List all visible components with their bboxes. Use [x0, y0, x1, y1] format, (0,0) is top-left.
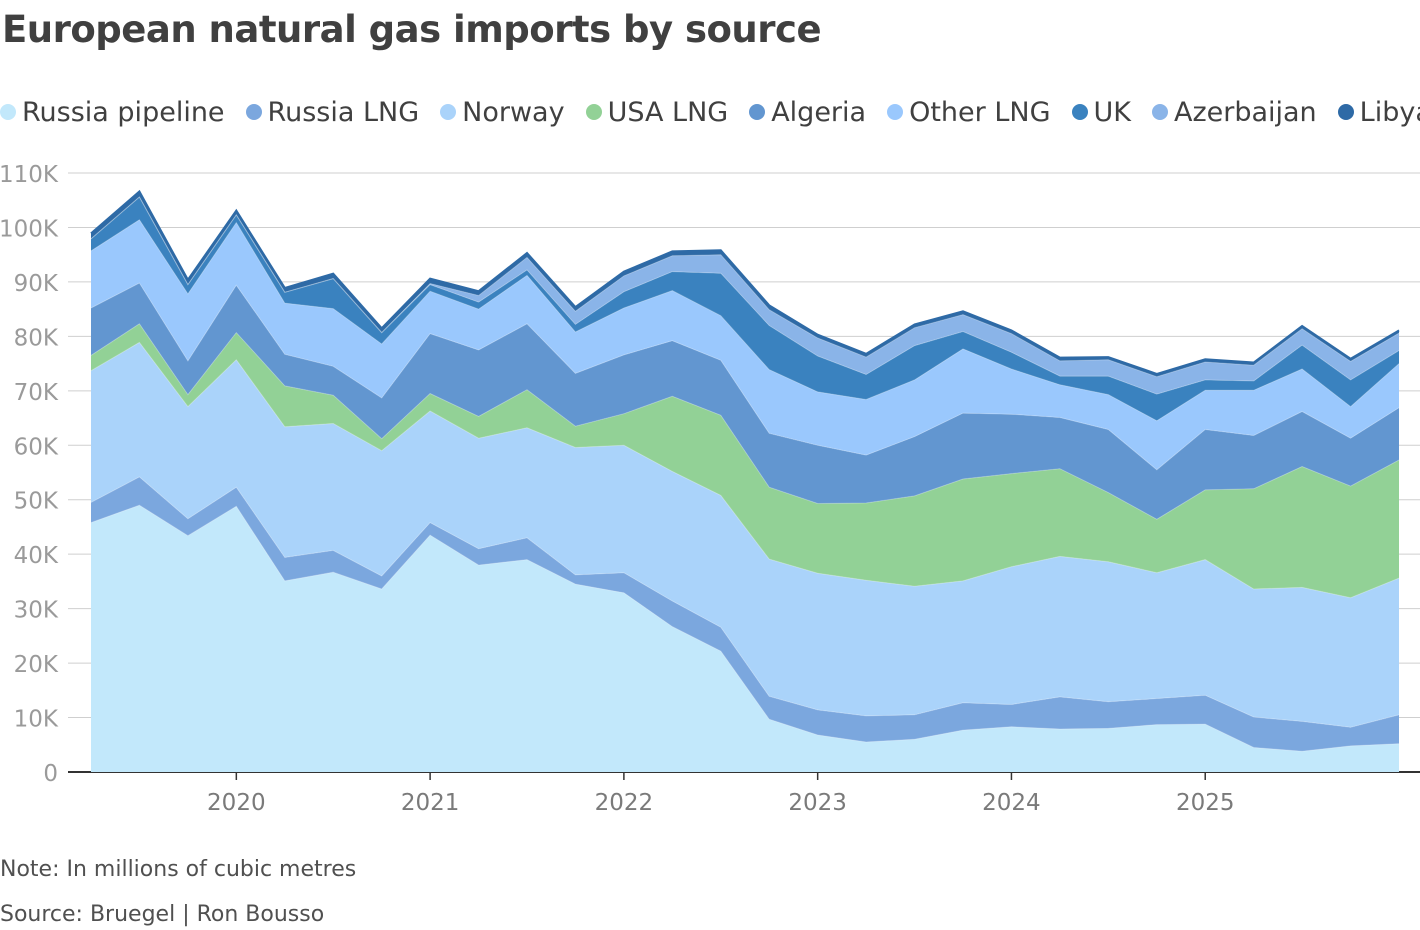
- edge-usa-lng: [90, 323, 1400, 520]
- legend-label: Russia pipeline: [22, 96, 225, 128]
- y-tick-label: 110K: [0, 162, 59, 188]
- x-tick-label: 2023: [788, 790, 847, 816]
- edge-libya: [90, 189, 1400, 375]
- legend-item-other-lng: Other LNG: [887, 96, 1051, 128]
- y-tick-label: 10K: [14, 707, 59, 733]
- y-tick-label: 70K: [14, 380, 59, 406]
- legend-swatch: [887, 104, 904, 120]
- legend-label: Russia LNG: [267, 96, 420, 128]
- legend-swatch: [585, 104, 602, 120]
- area-uk: [91, 197, 1399, 421]
- edge-other-lng: [90, 219, 1400, 422]
- x-tick-label: 2025: [1176, 790, 1235, 816]
- legend-swatch: [245, 104, 262, 120]
- legend-swatch: [1337, 104, 1354, 120]
- y-tick-label: 40K: [14, 543, 59, 569]
- legend-item-usa-lng: USA LNG: [585, 96, 729, 128]
- legend-item-libya: Libya: [1337, 96, 1420, 128]
- y-tick-label: 0: [43, 761, 58, 787]
- area-russia-pipeline: [91, 505, 1399, 772]
- y-tick-label: 30K: [14, 598, 59, 624]
- edge-uk: [90, 196, 1400, 395]
- legend-label: Norway: [462, 96, 565, 128]
- area-azerbaijan: [91, 197, 1399, 395]
- edge-azerbaijan: [90, 196, 1400, 378]
- edge-algeria: [90, 282, 1400, 471]
- legend-label: Other LNG: [909, 96, 1051, 128]
- legend-label: Libya: [1359, 96, 1420, 128]
- y-tick-label: 60K: [14, 434, 59, 460]
- area-norway: [91, 342, 1399, 728]
- chart-note: Note: In millions of cubic metres: [0, 857, 357, 882]
- y-tick-label: 90K: [14, 271, 59, 297]
- area-algeria: [91, 283, 1399, 520]
- legend-label: Algeria: [771, 96, 867, 128]
- x-tick-label: 2022: [595, 790, 654, 816]
- edge-russia-pipeline: [90, 504, 1400, 752]
- legend-swatch: [440, 104, 457, 120]
- x-tick-label: 2020: [207, 790, 266, 816]
- legend-item-norway: Norway: [440, 96, 565, 128]
- area-other-lng: [91, 219, 1399, 470]
- legend-item-azerbaijan: Azerbaijan: [1151, 96, 1317, 128]
- edge-norway: [90, 341, 1400, 599]
- legend-label: UK: [1093, 96, 1131, 128]
- area-usa-lng: [91, 323, 1399, 598]
- y-tick-label: 80K: [14, 325, 59, 351]
- x-tick-label: 2024: [982, 790, 1041, 816]
- legend-label: Azerbaijan: [1173, 96, 1317, 128]
- x-tick-label: 2021: [401, 790, 460, 816]
- legend-swatch: [1151, 104, 1168, 120]
- legend-swatch: [0, 104, 16, 120]
- legend-label: USA LNG: [607, 96, 729, 128]
- y-tick-label: 100K: [0, 216, 59, 242]
- legend-swatch: [749, 104, 766, 120]
- edge-russia-lng: [90, 476, 1400, 728]
- chart-title: European natural gas imports by source: [2, 8, 822, 51]
- legend-item-algeria: Algeria: [749, 97, 866, 128]
- legend-item-uk: UK: [1071, 96, 1131, 128]
- legend-item-russia-pipeline: Russia pipeline: [0, 97, 225, 128]
- chart-source: Source: Bruegel | Ron Bousso: [0, 902, 325, 927]
- legend-item-russia-lng: Russia LNG: [245, 96, 420, 128]
- y-tick-label: 20K: [14, 652, 59, 678]
- chart-legend: Russia pipeline Russia LNG Norway USA LNG Al…: [0, 94, 1420, 130]
- area-russia-lng: [91, 476, 1399, 752]
- y-tick-label: 50K: [14, 489, 59, 515]
- legend-swatch: [1071, 104, 1088, 120]
